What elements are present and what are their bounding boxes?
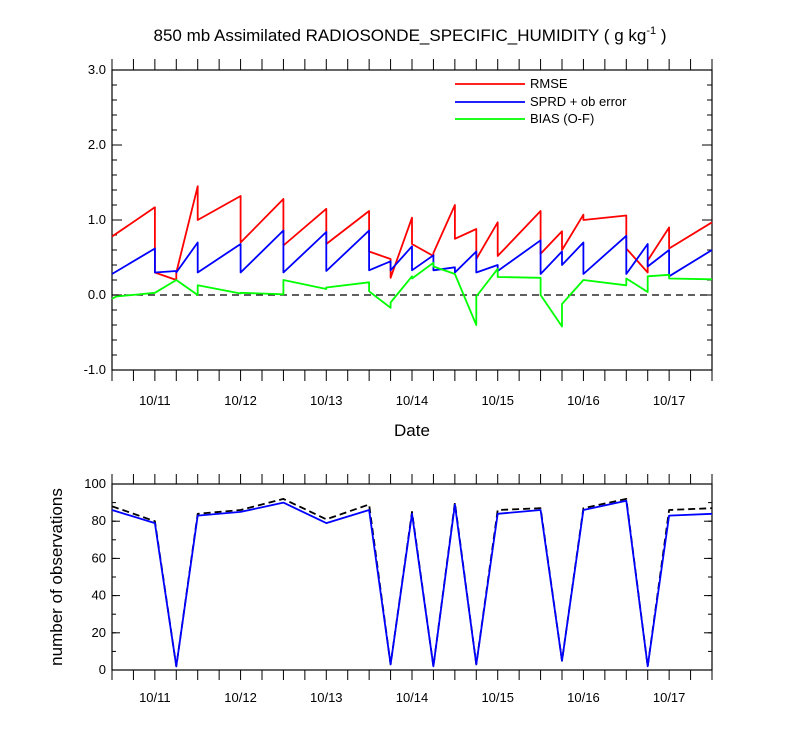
series-line-solid xyxy=(111,499,713,668)
x-tick-label: 10/14 xyxy=(396,393,429,408)
top-plot-area: -1.0 0.0 1.0 2.0 3.0 10/11 10/12 10/13 10/14 10/1… xyxy=(84,59,713,408)
legend-label-sprd: SPRD + ob error xyxy=(530,94,627,109)
series-line-bias-o-f xyxy=(111,261,713,328)
x-tick-label: 10/13 xyxy=(310,393,343,408)
legend-label-bias: BIAS (O-F) xyxy=(530,111,594,126)
y-tick-label: -1.0 xyxy=(84,362,106,377)
x-tick-label: 10/12 xyxy=(224,393,257,408)
chart-title: 850 mb Assimilated RADIOSONDE_SPECIFIC_H… xyxy=(154,25,667,45)
x-tick-label: 10/15 xyxy=(481,690,514,705)
x-tick-label: 10/17 xyxy=(653,393,686,408)
y-tick-label: 80 xyxy=(92,513,106,528)
legend: RMSE SPRD + ob error BIAS (O-F) xyxy=(455,76,627,126)
y-tick-label: 60 xyxy=(92,550,106,565)
bottom-plot-area: 0 20 40 60 80 100 10/11 10/12 10/13 10/14 10/15 10/… xyxy=(84,474,713,705)
y-tick-label: 0 xyxy=(99,662,106,677)
x-axis-label: Date xyxy=(394,421,430,440)
y-tick-label: 1.0 xyxy=(88,212,106,227)
x-tick-label: 10/12 xyxy=(224,690,257,705)
y-tick-label: 40 xyxy=(92,588,106,603)
y-tick-label: 3.0 xyxy=(88,62,106,77)
legend-label-rmse: RMSE xyxy=(530,76,568,91)
y-tick-label: 20 xyxy=(92,625,106,640)
x-tick-label: 10/16 xyxy=(567,690,600,705)
x-tick-label: 10/17 xyxy=(653,690,686,705)
y-axis-label-observations: number of observations xyxy=(47,488,66,666)
x-tick-label: 10/13 xyxy=(310,690,343,705)
x-tick-label: 10/15 xyxy=(481,393,514,408)
series-line-dashed xyxy=(111,497,713,668)
y-tick-label: 2.0 xyxy=(88,137,106,152)
y-tick-label: 0.0 xyxy=(88,287,106,302)
x-tick-label: 10/11 xyxy=(139,690,171,705)
x-tick-label: 10/14 xyxy=(396,690,429,705)
x-tick-label: 10/16 xyxy=(567,393,600,408)
x-tick-label: 10/11 xyxy=(139,393,171,408)
y-tick-label: 100 xyxy=(84,476,106,491)
